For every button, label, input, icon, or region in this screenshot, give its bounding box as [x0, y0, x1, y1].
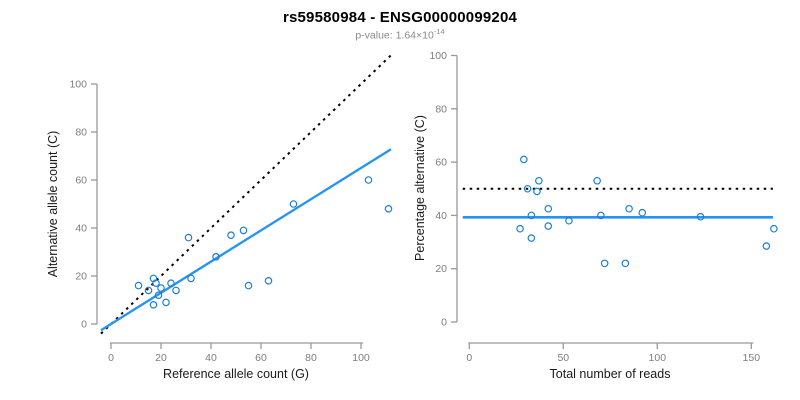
- data-point: [167, 279, 175, 288]
- data-point: [172, 286, 180, 295]
- data-point: [523, 184, 532, 193]
- y-tick-label: 40: [435, 210, 447, 222]
- y-tick-label: 80: [75, 127, 87, 139]
- data-point: [638, 208, 647, 217]
- x-tick-label: 20: [155, 352, 167, 364]
- y-tick-label: 0: [81, 319, 87, 331]
- data-point: [527, 211, 536, 220]
- x-tick-label: 50: [557, 352, 569, 364]
- x-tick-label: 100: [352, 352, 370, 364]
- pvalue-text: p-value: 1.64×10: [355, 29, 434, 42]
- pvalue-exponent: -14: [433, 27, 445, 36]
- figure-title: rs59580984 - ENSG00000099204: [282, 9, 518, 26]
- y-axis-title: Alternative allele count (C): [46, 131, 60, 278]
- x-tick-label: 150: [743, 352, 761, 364]
- data-point: [762, 242, 771, 250]
- data-point: [384, 205, 393, 213]
- data-point: [152, 279, 160, 288]
- data-point: [244, 281, 253, 290]
- data-point: [535, 176, 543, 185]
- data-point: [162, 298, 170, 307]
- data-point: [544, 204, 553, 213]
- data-point: [527, 234, 536, 242]
- x-tick-label: 40: [205, 352, 217, 364]
- data-point: [770, 224, 778, 233]
- data-point: [600, 259, 609, 268]
- x-tick-label: 60: [255, 352, 267, 364]
- x-tick-label: 0: [466, 352, 472, 364]
- x-tick-label: 0: [108, 352, 114, 364]
- data-point: [134, 281, 143, 290]
- data-point: [597, 211, 605, 220]
- data-point: [184, 233, 193, 242]
- data-point: [187, 274, 195, 283]
- data-point: [154, 291, 163, 300]
- x-axis-title: Reference allele count (G): [163, 367, 309, 381]
- data-point: [544, 222, 553, 230]
- data-point: [696, 212, 705, 221]
- data-point: [364, 176, 373, 184]
- data-point: [516, 224, 524, 233]
- y-tick-label: 100: [69, 79, 87, 91]
- fit-line: [100, 148, 392, 332]
- x-axis-title: Total number of reads: [550, 367, 671, 381]
- y-tick-label: 40: [75, 223, 87, 235]
- data-point: [149, 300, 158, 309]
- identity-line: [100, 54, 392, 335]
- data-point: [593, 176, 601, 185]
- data-point: [264, 276, 273, 285]
- data-point: [533, 187, 541, 196]
- y-tick-label: 60: [75, 175, 87, 187]
- x-tick-label: 100: [649, 352, 667, 364]
- data-point: [157, 284, 165, 292]
- y-tick-label: 20: [435, 263, 447, 275]
- y-tick-label: 0: [441, 317, 447, 329]
- data-point: [520, 155, 528, 164]
- y-tick-label: 80: [435, 103, 447, 115]
- data-point: [621, 259, 630, 268]
- data-point: [212, 252, 220, 261]
- data-point: [227, 231, 235, 240]
- figure-subtitle: p-value: 1.64×10-14: [0, 27, 800, 42]
- data-point: [289, 200, 298, 208]
- data-point: [565, 216, 573, 225]
- data-point: [144, 286, 153, 295]
- y-tick-label: 20: [75, 271, 87, 283]
- data-point: [239, 226, 248, 235]
- percentage-alternative-plot: 0 20 40 60 80 100 0 50 100 150 Total number of rea…: [413, 50, 778, 381]
- y-tick-label: 60: [435, 157, 447, 169]
- y-axis-title: Percentage alternative (C): [413, 115, 427, 261]
- allele-counts-plot: 0 20 40 60 80 100 0 20 40 60 80 100 Reference allele…: [46, 54, 393, 381]
- x-tick-label: 80: [305, 352, 317, 364]
- y-tick-label: 100: [429, 50, 447, 62]
- data-point: [625, 204, 633, 213]
